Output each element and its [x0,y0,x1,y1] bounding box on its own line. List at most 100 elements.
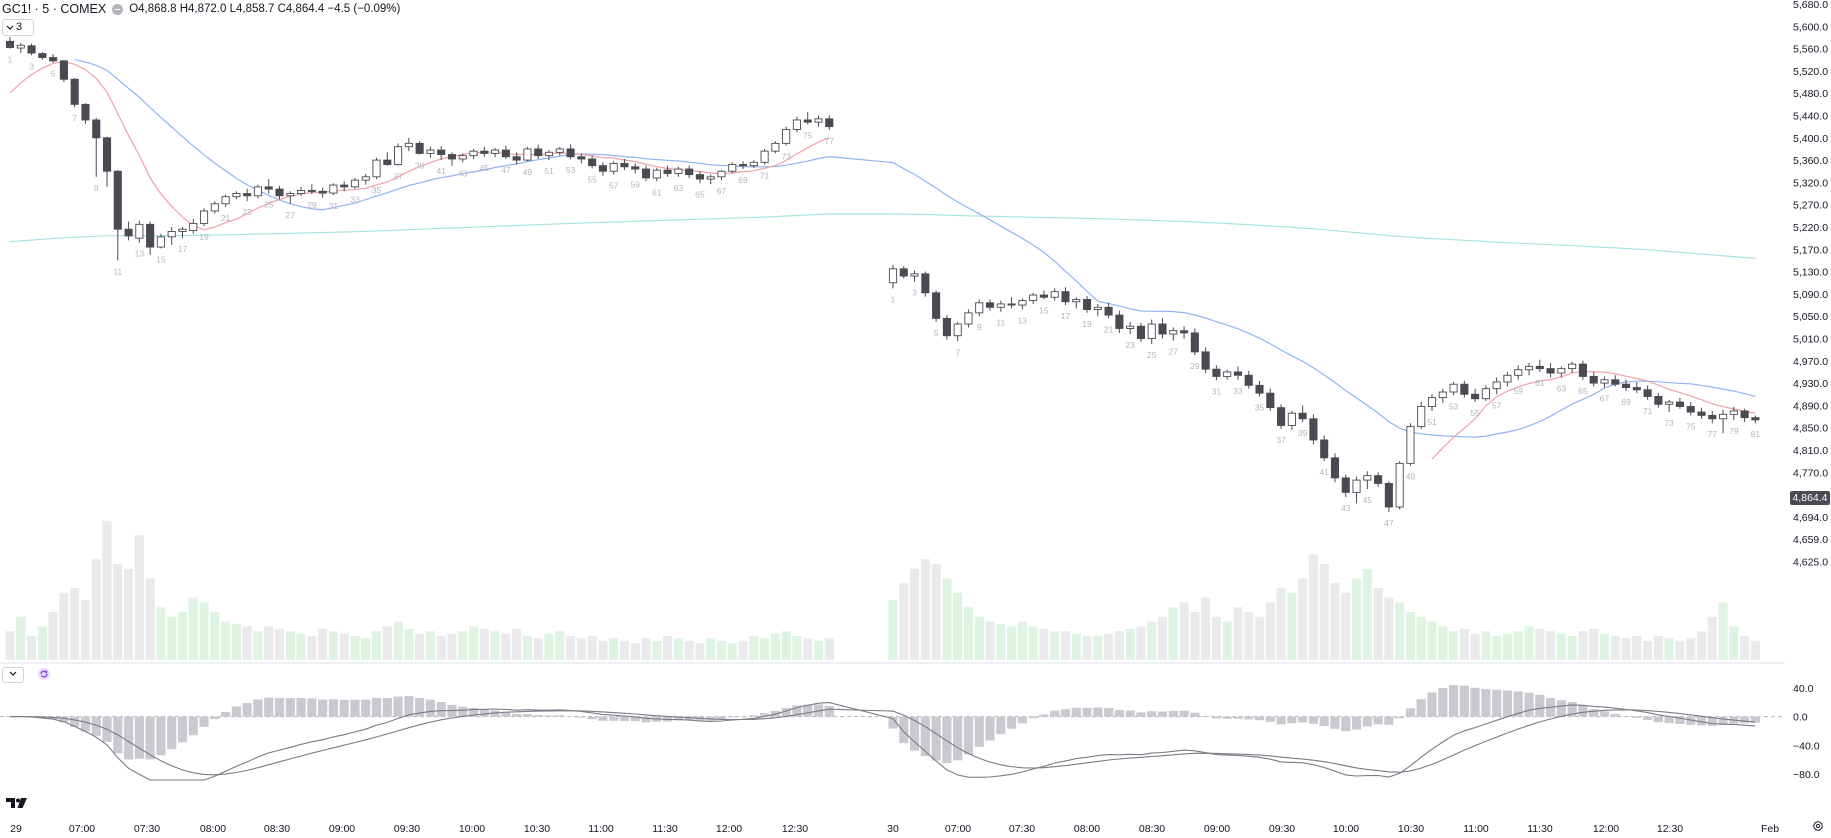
candle-body [394,146,403,166]
macd-line [9,702,1756,781]
candle-body [1578,363,1587,377]
candle-body [199,210,209,224]
macd-histogram-bar [188,716,198,736]
ohlc-legend: O4,868.8 H4,872.0 L4,858.7 C4,864.4 −4.5… [129,3,400,15]
macd-histogram-bar [1740,716,1750,724]
bar-count-label: 59 [1514,386,1524,396]
macd-pane-toggle-button[interactable] [2,667,24,683]
candle-body [1093,306,1102,310]
bar-count-label: 5 [51,69,56,79]
candle-body [178,228,187,232]
candle-body [1233,371,1243,376]
candle-body [1460,383,1469,395]
indicators-count: 3 [16,21,23,33]
macd-histogram-bar [1254,716,1265,721]
macd-histogram-bar [555,715,565,717]
volume-bar [318,628,328,660]
volume-bar [37,626,47,660]
volume-bar [1028,626,1038,660]
bar-count-label: 35 [372,185,382,195]
last-price-badge: 4,864.4 [1790,491,1830,505]
volume-bar [48,612,58,660]
macd-histogram-bar [942,716,952,764]
volume-bar [727,643,737,660]
macd-histogram-bar [1308,716,1319,724]
close-value: 4,864.4 [285,3,325,15]
candle-body [771,142,780,152]
time-axis-label: 07:00 [69,823,95,835]
candle-body [1147,323,1156,339]
candle-body [1751,417,1760,421]
volume-bar [1233,607,1243,660]
volume-bar [652,640,662,660]
macd-histogram-bar [1351,716,1362,730]
bar-count-label: 23 [242,207,252,217]
volume-bar [328,631,338,660]
candle-body [1492,381,1501,390]
volume-bar [662,636,673,660]
volume-bar [1244,612,1254,660]
candle-body [1190,332,1199,353]
bar-count-label: 61 [652,187,662,197]
volume-bar [1653,636,1663,660]
volume-bar [361,638,371,660]
candle-body [113,170,122,230]
macd-histogram-bar [1287,716,1297,724]
volume-bar [985,621,995,660]
volume-bar [1621,638,1631,660]
candle-body [814,118,823,123]
macd-histogram-bar [920,716,930,757]
bar-count-label: 23 [1125,340,1135,350]
volume-bar [1599,633,1610,660]
volume-bar [684,640,694,660]
price-axis-label: 5,480.0 [1793,88,1828,100]
time-axis-label: 09:00 [329,823,355,835]
candle-body [426,149,435,154]
bar-count-label: 15 [156,254,166,264]
symbol-title[interactable]: GC1! · 5 · COMEX [2,2,107,16]
price-axis-label: 5,360.0 [1793,155,1828,167]
candle-body [1417,406,1426,428]
volume-bar [1157,616,1168,660]
candle-body [243,193,252,197]
candle-body [1255,384,1264,394]
time-axis-label: 07:30 [1009,823,1035,835]
refresh-icon[interactable] [37,667,51,681]
macd-histogram-bar [1675,716,1685,724]
time-axis-label: 08:30 [264,823,290,835]
volume-bar [760,638,770,660]
candle-body [1729,410,1738,415]
bar-count-label: 9 [94,183,99,193]
volume-bar [1405,612,1416,660]
bar-count-label: 21 [1104,324,1114,334]
candle-body [1535,365,1544,370]
volume-bar [899,583,909,660]
bar-count-label: 69 [1621,397,1631,407]
bar-count-label: 17 [1061,311,1071,321]
volume-bar [1535,628,1545,660]
macd-histogram-bar [641,716,651,723]
bar-count-label: 43 [1341,503,1351,513]
bar-count-label: 15 [1039,305,1049,315]
settings-icon[interactable] [1812,820,1824,832]
volume-bar [909,568,920,660]
candle-body [792,119,801,130]
bar-count-label: 75 [803,130,813,140]
market-status-icon[interactable] [112,3,124,15]
volume-bar [1093,636,1103,660]
volume-bar [382,626,392,660]
volume-bar [1395,602,1405,660]
candle-body [232,193,241,198]
candle-body [5,40,15,48]
volume-bar [1330,583,1340,660]
candle-body [49,57,58,62]
bar-count-label: 1 [891,294,896,304]
time-axis-label: 11:30 [652,823,678,835]
candle-body [1384,483,1393,508]
macd-histogram-bar [1222,716,1232,719]
volume-bar [963,607,974,660]
macd-histogram-bar [274,697,285,717]
candle-body [124,228,133,237]
indicators-toggle-button[interactable]: 3 [2,19,34,36]
